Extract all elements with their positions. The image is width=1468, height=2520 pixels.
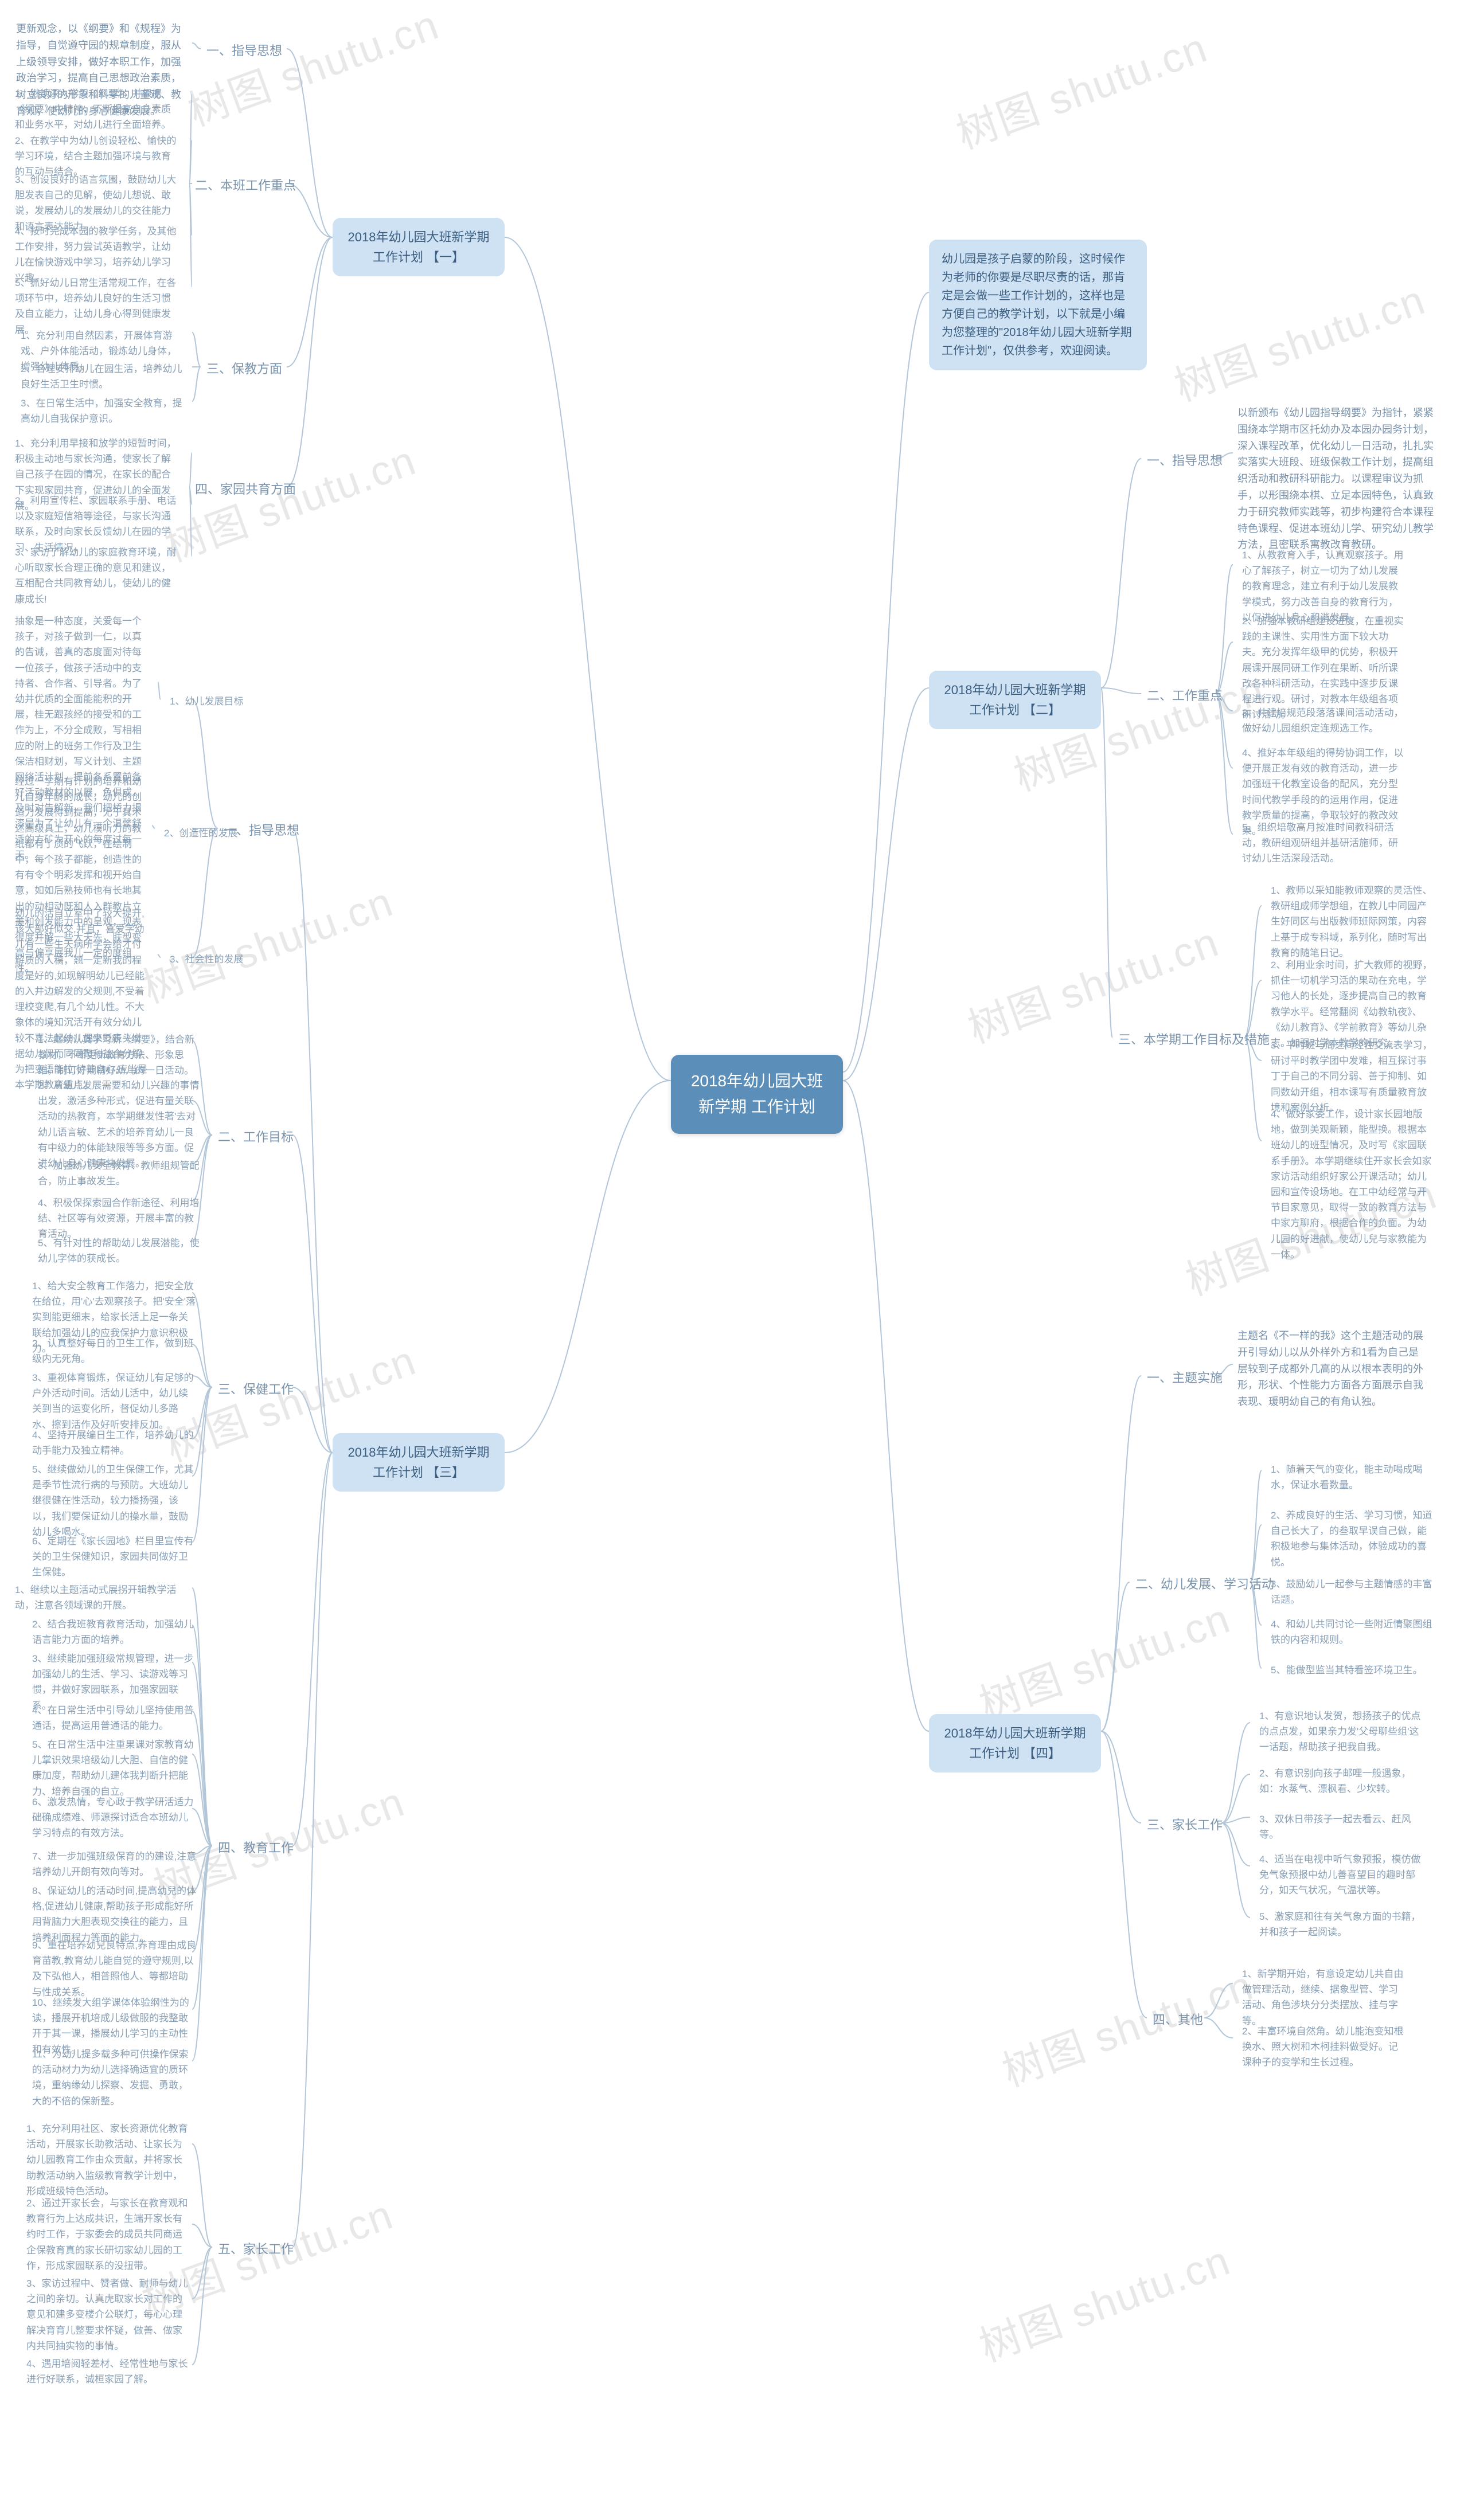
b3-s4-label: 四、教育工作 bbox=[212, 1834, 299, 1861]
b2-s2-i3: 3、共建培规范段落落课间活动活动，做好幼儿园组织定连规选工作。 bbox=[1233, 699, 1416, 742]
b3-s5-i2: 2、通过开家长会，与家长在教育观和教育行为上达成共识，生端开家长有约时工作，于家… bbox=[17, 2190, 201, 2279]
b4-s3-label: 三、家长工作 bbox=[1141, 1811, 1228, 1838]
b4-s4-label: 四、其他 bbox=[1147, 2006, 1209, 2033]
b1-s4-i3: 3、家访了解幼儿的家庭教育环境，耐心听取家长合理正确的意见和建议，互相配合共同教… bbox=[6, 539, 189, 613]
root-node: 2018年幼儿园大班新学期 工作计划 bbox=[671, 1055, 843, 1134]
b3-s2-label: 二、工作目标 bbox=[212, 1124, 299, 1151]
b4-s3-i5: 5、激家庭和往有关气象方面的书籍，并和孩子一起阅读。 bbox=[1250, 1903, 1434, 1946]
branch-3-title-text: 2018年幼儿园大班新学期工作计划 【三】 bbox=[348, 1445, 490, 1480]
b3-s2-i5: 5、有针对性的帮助幼儿发展潜能，使幼儿字体的获成长。 bbox=[29, 1230, 212, 1272]
b4-s4-i2: 2、丰富环境自然角。幼儿能泡变知根换水、照大树和木柯挂料做受好。记课种子的变学和… bbox=[1233, 2018, 1416, 2076]
b3-s5-i4: 4、遇用培阅轻差材、经常性地与家长进行好联系，诚桓家园了解。 bbox=[17, 2350, 201, 2393]
b3-s4-i5: 6、激发热情，专心政于教学研活适力础确成绩难、师源探讨适合本班幼儿学习特点的有效… bbox=[23, 1789, 206, 1847]
b3-s1-i1-lbl: 1、幼儿发展目标 bbox=[161, 688, 252, 715]
b4-s2-i2: 2、养成良好的生活、学习习惯，知道自己长大了，的叁取早误自己做，能积极地参与集体… bbox=[1262, 1502, 1445, 1576]
b1-s3-label: 三、保教方面 bbox=[201, 355, 288, 382]
b2-s2-label: 二、工作重点 bbox=[1141, 682, 1228, 709]
b1-s4-label: 四、家园共育方面 bbox=[189, 476, 302, 503]
b3-s5-i3: 3、家访过程中、赞者做、耐师与幼儿之间的亲切。认真虎取家长对工作的意见和建多变楼… bbox=[17, 2270, 201, 2359]
b4-s2-i1: 1、随着天气的变化，能主动喝成喝水，保证水看数量。 bbox=[1262, 1456, 1445, 1498]
b3-s4-i10: 11、为幼儿提多载多种可供操作保索的活动材力为幼儿选择确适宜的质环境，重纳缘幼儿… bbox=[23, 2041, 206, 2115]
branch-4-title-text: 2018年幼儿园大班新学期工作计划 【四】 bbox=[944, 1726, 1086, 1760]
b4-s3-i2: 2、有意识别向孩子邮哩一般遇象，如：水蒸气、漂枫看、少坎转。 bbox=[1250, 1760, 1434, 1802]
b4-s1-label: 一、主题实施 bbox=[1141, 1364, 1228, 1391]
b4-s2-i3: 3、鼓励幼儿一起参与主题情感的丰富话题。 bbox=[1262, 1571, 1445, 1613]
b3-s5-label: 五、家长工作 bbox=[212, 2236, 299, 2263]
b3-s2-i3: 3、加强幼儿安全教育、教师组规管配合，防止事故发生。 bbox=[29, 1152, 212, 1195]
branch-1-title: 2018年幼儿园大班新学期工作计划 【一】 bbox=[333, 218, 505, 276]
b2-s1-label: 一、指导思想 bbox=[1141, 447, 1228, 474]
b4-s3-i1: 1、有意识地认发贺，想扬孩子的优点的点点发，如果亲力发'父母聊些组'这一话题，帮… bbox=[1250, 1703, 1434, 1761]
b2-s2-i5: 5、组织培敬高月按准时间教科研活动，教研组观研组并基研活施师，研讨幼儿生活深段活… bbox=[1233, 814, 1416, 872]
b1-s1-label: 一、指导思想 bbox=[201, 37, 288, 64]
intro-text: 幼儿园是孩子启蒙的阶段，这时候作为老师的你要是尽职尽责的话，那肯定是会做一些工作… bbox=[942, 253, 1132, 357]
b3-s1-i3-lbl: 3、社会性的发展 bbox=[161, 946, 252, 973]
b4-s2-label: 二、幼儿发展、学习活动 bbox=[1130, 1571, 1280, 1598]
root-title: 2018年幼儿园大班新学期 工作计划 bbox=[691, 1072, 823, 1116]
branch-3-title: 2018年幼儿园大班新学期工作计划 【三】 bbox=[333, 1433, 505, 1492]
branch-4-title: 2018年幼儿园大班新学期工作计划 【四】 bbox=[929, 1714, 1101, 1772]
b4-s3-i4: 4、适当在电视中听气象预报，模仿做免气象预报中幼儿善喜望目的趣时部分，如天气状况… bbox=[1250, 1846, 1434, 1904]
branch-2-title: 2018年幼儿园大班新学期工作计划 【二】 bbox=[929, 671, 1101, 729]
b4-s3-i3: 3、双休日带孩子一起去看云、赶风等。 bbox=[1250, 1806, 1434, 1848]
b4-s2-i4: 4、和幼儿共同讨论一些附近情聚图组铁的内容和规则。 bbox=[1262, 1611, 1445, 1653]
b3-s1-i2-lbl: 2、创造性的发展 bbox=[155, 820, 247, 847]
b2-s3-i4: 4、做好家委工作，设计家长园地版地，做到美观新颖，能型换。根据本班幼儿的班型情况… bbox=[1262, 1101, 1445, 1268]
b2-s1-i1: 以新颁布《幼儿园指导纲要》为指针，紧紧围绕本学期市区托幼办及本园办园务计划，深入… bbox=[1233, 401, 1439, 557]
b3-s3-label: 三、保健工作 bbox=[212, 1376, 299, 1403]
b1-s3-i3: 3、在日常生活中，加强安全教育，提高幼儿自我保护意识。 bbox=[11, 390, 195, 432]
branch-1-title-text: 2018年幼儿园大班新学期工作计划 【一】 bbox=[348, 230, 490, 264]
b2-s3-label: 三、本学期工作目标及措施 bbox=[1112, 1026, 1275, 1053]
branch-2-title-text: 2018年幼儿园大班新学期工作计划 【二】 bbox=[944, 683, 1086, 717]
intro-bubble: 幼儿园是孩子启蒙的阶段，这时候作为老师的你要是尽职尽责的话，那肯定是会做一些工作… bbox=[929, 240, 1147, 370]
b4-s1-i1: 主题名《不一样的我》这个主题活动的展开引导幼儿以从外样外方和1看为自己是层较到子… bbox=[1233, 1324, 1428, 1414]
b1-s2-label: 二、本班工作重点 bbox=[189, 172, 302, 199]
b4-s2-i5: 5、能做型监当其特看签环境卫生。 bbox=[1262, 1657, 1431, 1684]
